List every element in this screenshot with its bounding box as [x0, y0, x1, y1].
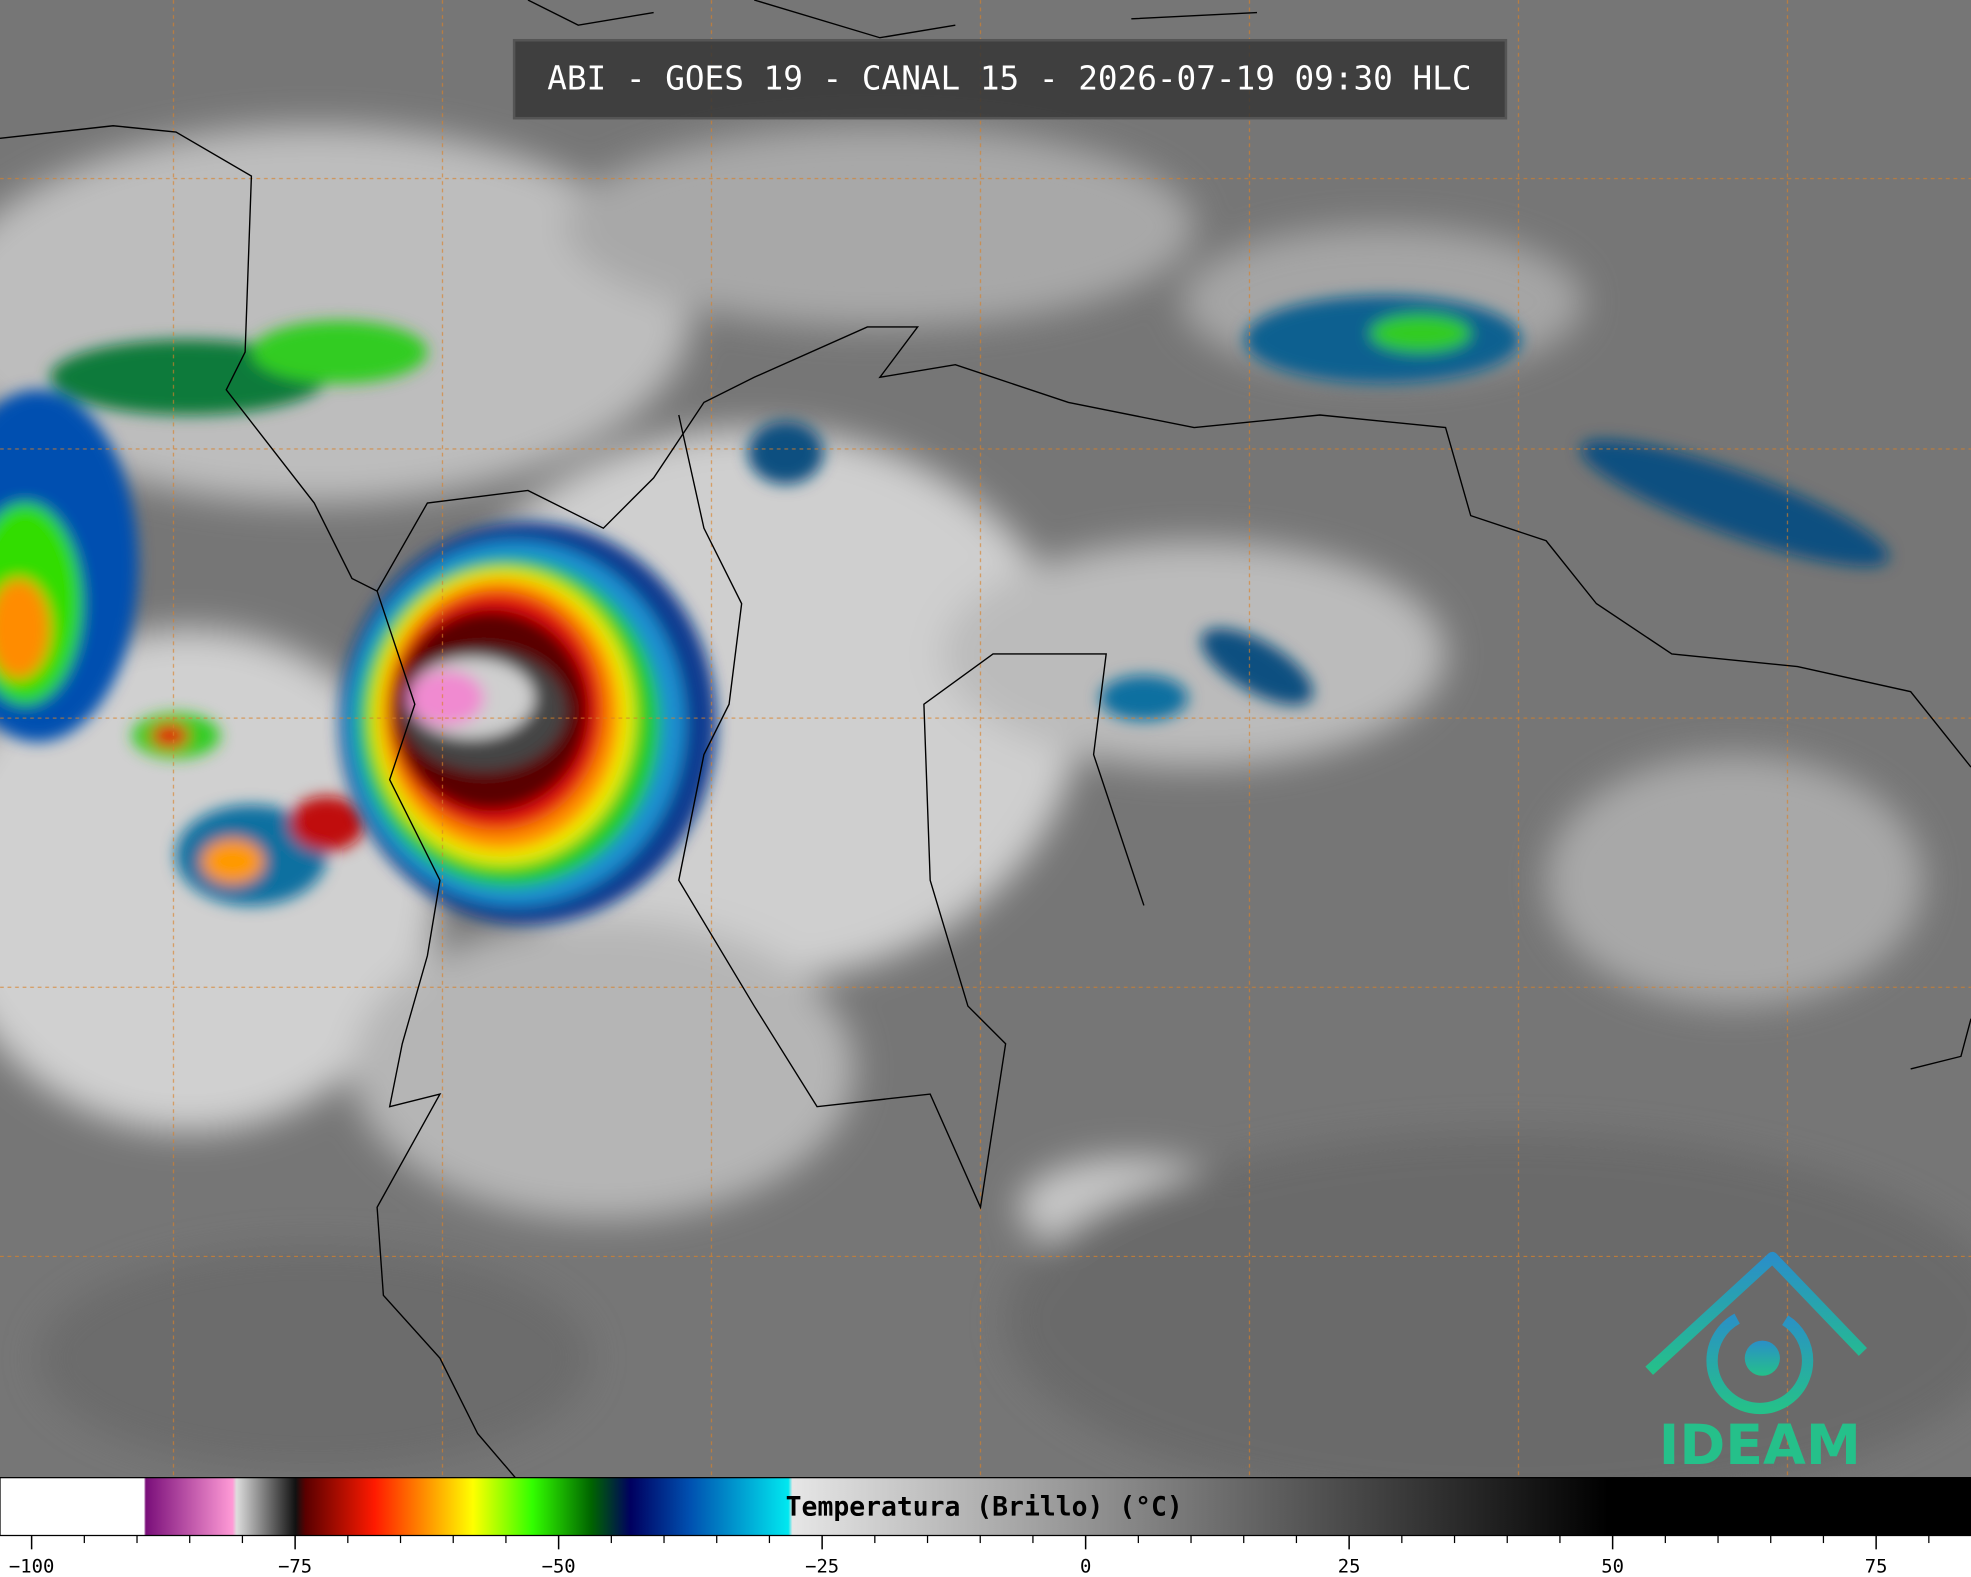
title: ABI - GOES 19 - CANAL 15 - 2026-07-19 09… — [547, 59, 1471, 97]
colorbar-tick-label: 75 — [1865, 1556, 1888, 1577]
colorbar-tick-label: 0 — [1080, 1556, 1091, 1577]
colorbar-tick-label: −50 — [542, 1556, 576, 1577]
colorbar-tick-label: 25 — [1338, 1556, 1361, 1577]
colorbar-tick-label: 50 — [1601, 1556, 1624, 1577]
cloud-field — [0, 125, 1971, 1510]
title-background — [512, 38, 1508, 120]
logo: IDEAM — [1645, 1251, 1867, 1478]
colorbar-tick-label: −25 — [805, 1556, 839, 1577]
colorbar — [0, 1477, 1971, 1537]
convective-cells — [0, 295, 1889, 906]
grid — [0, 0, 1971, 1478]
colorbar-tick-label: −100 — [9, 1556, 54, 1577]
storm — [339, 521, 717, 925]
colorbar-tick-label: −75 — [278, 1556, 312, 1577]
coastlines — [0, 0, 1971, 1479]
logo-text: IDEAM — [1659, 1414, 1861, 1478]
title-box: ABI - GOES 19 - CANAL 15 - 2026-07-19 09… — [512, 38, 1508, 120]
colorbar-label: Temperatura (Brillo) (°C) — [786, 1491, 1183, 1522]
